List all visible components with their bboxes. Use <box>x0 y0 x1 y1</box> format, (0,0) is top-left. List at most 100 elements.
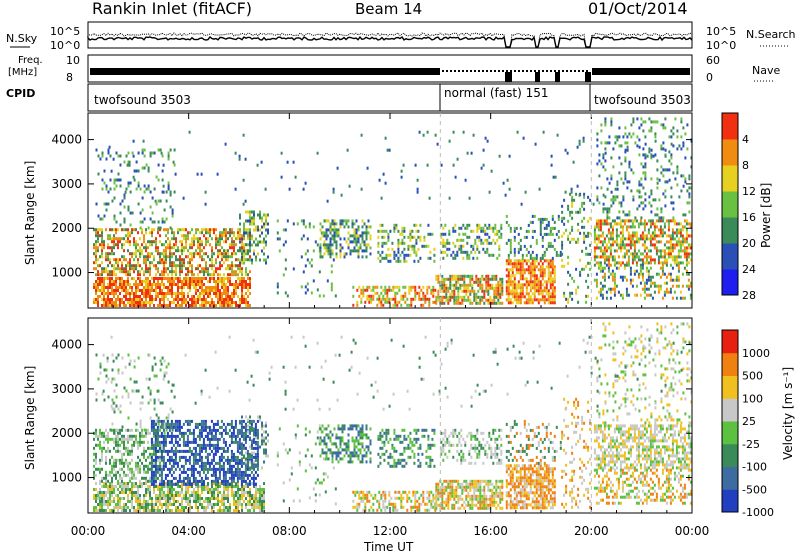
heatmap-cell <box>93 497 95 500</box>
heatmap-cell <box>121 289 123 292</box>
heatmap-cell <box>511 283 514 287</box>
freq-trace-dot <box>450 70 452 72</box>
heatmap-cell <box>217 249 219 253</box>
heatmap-cell <box>215 234 217 238</box>
heatmap-cell <box>456 238 459 242</box>
heatmap-cell <box>475 280 478 284</box>
heatmap-cell <box>639 234 642 238</box>
heatmap-cell <box>678 195 681 199</box>
heatmap-cell <box>95 500 97 503</box>
heatmap-cell <box>656 213 659 217</box>
heatmap-cell <box>445 289 448 293</box>
nave-tick-60: 60 <box>706 54 720 67</box>
heatmap-cell <box>359 246 362 250</box>
heatmap-cell <box>147 491 149 494</box>
heatmap-cell <box>675 240 678 244</box>
heatmap-cell <box>259 500 261 503</box>
heatmap-cell <box>533 289 536 293</box>
heatmap-cell <box>377 241 380 245</box>
heatmap-cell <box>97 298 99 301</box>
heatmap-cell <box>632 198 635 202</box>
heatmap-cell <box>551 286 554 290</box>
heatmap-cell <box>217 252 219 256</box>
heatmap-cell <box>632 171 635 175</box>
heatmap-cell <box>101 446 103 450</box>
heatmap-cell <box>189 231 191 235</box>
heatmap-cell <box>237 277 239 280</box>
heatmap-cell <box>187 301 189 304</box>
heatmap-cell <box>543 268 546 272</box>
heatmap-cell <box>552 175 555 179</box>
heatmap-cell <box>213 277 215 280</box>
heatmap-cell <box>231 488 233 491</box>
heatmap-cell <box>247 243 249 247</box>
heatmap-cell <box>385 256 388 260</box>
heatmap-cell <box>101 449 103 453</box>
heatmap-cell <box>509 283 512 287</box>
heatmap-cell <box>109 437 111 441</box>
heatmap-cell <box>117 488 119 491</box>
heatmap-cell <box>521 292 524 296</box>
heatmap-cell <box>223 301 225 304</box>
heatmap-cell <box>105 494 107 497</box>
heatmap-cell <box>115 228 117 232</box>
heatmap-cell <box>533 277 536 281</box>
heatmap-cell <box>621 228 624 232</box>
heatmap-cell <box>203 270 205 274</box>
heatmap-cell <box>105 428 107 432</box>
heatmap-cell <box>513 280 516 284</box>
heatmap-cell <box>173 280 175 283</box>
heatmap-cell <box>135 434 137 438</box>
heatmap-cell <box>645 255 648 259</box>
heatmap-cell <box>103 267 105 271</box>
heatmap-cell <box>191 240 193 244</box>
heatmap-cell <box>408 303 411 307</box>
heatmap-cell <box>551 262 554 266</box>
heatmap-cell <box>105 292 107 295</box>
heatmap-cell <box>581 267 584 271</box>
heatmap-cell <box>127 231 129 235</box>
heatmap-cell <box>101 434 103 438</box>
heatmap-cell <box>241 258 243 262</box>
heatmap-cell <box>195 304 197 307</box>
heatmap-cell <box>449 277 452 281</box>
heatmap-cell <box>620 201 623 205</box>
heatmap-cell <box>193 500 195 503</box>
freq-trace-dot <box>530 70 532 72</box>
heatmap-cell <box>358 294 361 298</box>
heatmap-cell <box>95 202 98 206</box>
heatmap-cell <box>247 210 249 214</box>
heatmap-cell <box>165 277 167 280</box>
heatmap-cell <box>457 298 460 302</box>
heatmap-cell <box>460 247 463 251</box>
heatmap-cell <box>685 234 688 238</box>
heatmap-cell <box>101 178 104 182</box>
heatmap-cell <box>403 259 406 263</box>
heatmap-cell <box>675 275 678 279</box>
heatmap-cell <box>149 476 151 480</box>
heatmap-cell <box>365 237 368 241</box>
heatmap-cell <box>189 277 191 280</box>
heatmap-cell <box>579 231 582 235</box>
heatmap-cell <box>383 229 386 233</box>
heatmap-cell <box>123 509 125 512</box>
heatmap-cell <box>199 500 201 503</box>
heatmap-cell <box>619 293 622 297</box>
heatmap-cell <box>654 135 657 139</box>
heatmap-cell <box>97 467 99 471</box>
heatmap-cell <box>409 232 412 236</box>
heatmap-cell <box>131 252 133 256</box>
heatmap-cell <box>239 497 241 500</box>
heatmap-cell <box>401 250 404 254</box>
heatmap-cell <box>390 297 393 301</box>
heatmap-cell <box>365 228 368 232</box>
heatmap-cell <box>649 275 652 279</box>
heatmap-cell <box>235 491 237 494</box>
heatmap-cell <box>171 491 173 494</box>
heatmap-cell <box>249 249 251 253</box>
heatmap-cell <box>119 258 121 262</box>
heatmap-cell <box>95 467 97 471</box>
heatmap-cell <box>125 295 127 298</box>
heatmap-cell <box>294 175 297 179</box>
heatmap-cell <box>633 243 636 247</box>
